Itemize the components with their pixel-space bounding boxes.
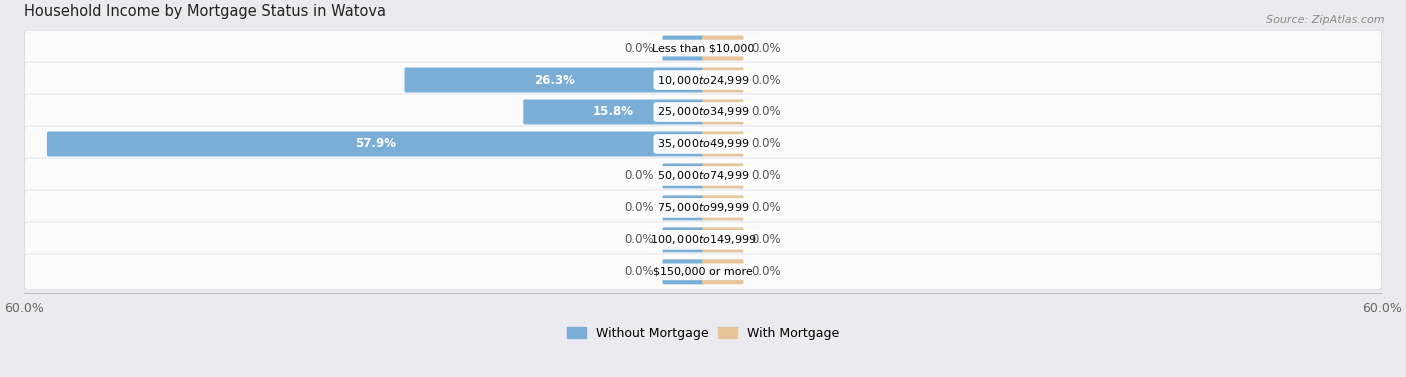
FancyBboxPatch shape [523,100,704,124]
Text: 0.0%: 0.0% [752,169,782,182]
Text: 0.0%: 0.0% [752,106,782,118]
Text: $75,000 to $99,999: $75,000 to $99,999 [657,201,749,215]
FancyBboxPatch shape [702,35,744,61]
FancyBboxPatch shape [25,30,1381,66]
Legend: Without Mortgage, With Mortgage: Without Mortgage, With Mortgage [562,322,844,345]
FancyBboxPatch shape [702,259,744,284]
Text: 0.0%: 0.0% [752,41,782,55]
Text: Source: ZipAtlas.com: Source: ZipAtlas.com [1267,15,1385,25]
Text: 0.0%: 0.0% [624,41,654,55]
Text: 0.0%: 0.0% [624,233,654,246]
FancyBboxPatch shape [25,222,1381,258]
Text: 0.0%: 0.0% [752,233,782,246]
Text: 0.0%: 0.0% [752,74,782,87]
FancyBboxPatch shape [25,62,1381,98]
FancyBboxPatch shape [662,227,704,252]
Text: 0.0%: 0.0% [624,201,654,215]
Text: 15.8%: 15.8% [593,106,634,118]
FancyBboxPatch shape [662,195,704,220]
FancyBboxPatch shape [25,190,1381,226]
Text: 0.0%: 0.0% [624,265,654,278]
Text: 0.0%: 0.0% [624,169,654,182]
FancyBboxPatch shape [25,94,1381,130]
Text: $150,000 or more: $150,000 or more [654,267,752,277]
FancyBboxPatch shape [702,164,744,188]
Text: 26.3%: 26.3% [534,74,575,87]
FancyBboxPatch shape [702,67,744,92]
FancyBboxPatch shape [46,132,704,156]
FancyBboxPatch shape [702,100,744,124]
Text: $100,000 to $149,999: $100,000 to $149,999 [650,233,756,246]
FancyBboxPatch shape [662,35,704,61]
FancyBboxPatch shape [25,254,1381,290]
Text: 0.0%: 0.0% [752,201,782,215]
Text: Less than $10,000: Less than $10,000 [652,43,754,53]
Text: 0.0%: 0.0% [752,265,782,278]
Text: Household Income by Mortgage Status in Watova: Household Income by Mortgage Status in W… [24,4,387,19]
FancyBboxPatch shape [405,67,704,92]
Text: $10,000 to $24,999: $10,000 to $24,999 [657,74,749,87]
FancyBboxPatch shape [702,195,744,220]
FancyBboxPatch shape [702,132,744,156]
FancyBboxPatch shape [662,259,704,284]
Text: 57.9%: 57.9% [354,138,396,150]
Text: $50,000 to $74,999: $50,000 to $74,999 [657,169,749,182]
Text: 0.0%: 0.0% [752,138,782,150]
FancyBboxPatch shape [25,126,1381,162]
Text: $35,000 to $49,999: $35,000 to $49,999 [657,138,749,150]
FancyBboxPatch shape [25,158,1381,194]
FancyBboxPatch shape [702,227,744,252]
Text: $25,000 to $34,999: $25,000 to $34,999 [657,106,749,118]
FancyBboxPatch shape [662,164,704,188]
